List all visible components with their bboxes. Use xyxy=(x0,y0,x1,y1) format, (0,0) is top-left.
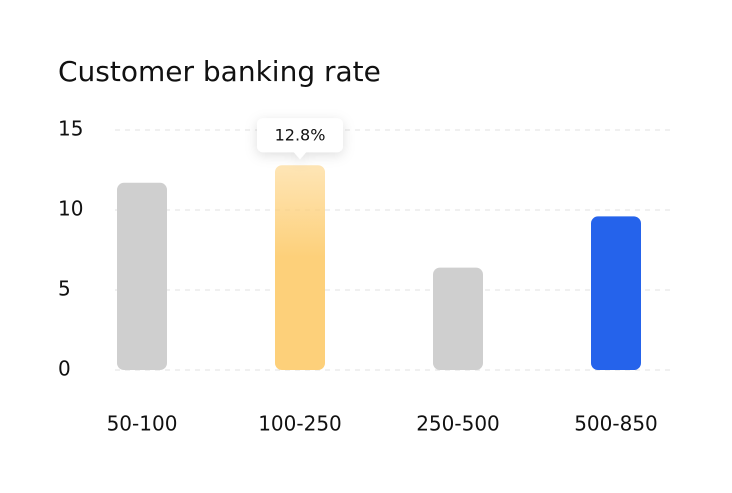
tooltip xyxy=(257,118,343,160)
x-tick-label: 50-100 xyxy=(107,412,178,436)
bar xyxy=(275,165,325,370)
tooltip-pointer xyxy=(293,151,307,160)
x-tick-label: 500-850 xyxy=(574,412,658,436)
value-label: 12.8% xyxy=(275,126,326,145)
tooltip-box xyxy=(257,118,343,153)
y-tick-label: 10 xyxy=(58,197,83,221)
x-tick-label: 250-500 xyxy=(416,412,500,436)
bar xyxy=(433,267,483,370)
bar xyxy=(591,216,641,370)
y-tick-label: 0 xyxy=(58,357,71,381)
y-tick-label: 15 xyxy=(58,117,83,141)
y-tick-label: 5 xyxy=(58,277,71,301)
x-tick-label: 100-250 xyxy=(258,412,342,436)
bar xyxy=(117,182,167,370)
chart-title: Customer banking rate xyxy=(58,55,381,88)
